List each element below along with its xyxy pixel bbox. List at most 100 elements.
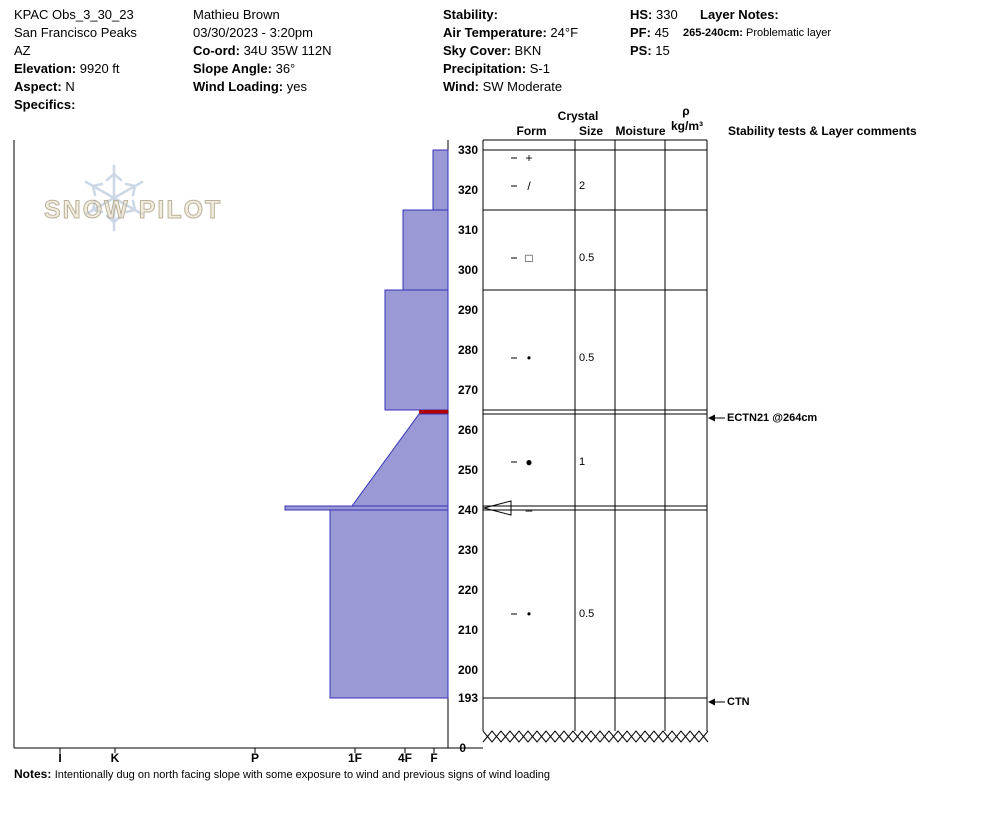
density-rho-header: ρ	[682, 104, 690, 118]
depth-tick-label: 280	[457, 343, 478, 357]
air-temp-label: Air Temperature:	[443, 25, 547, 40]
grain-form-symbol: –	[525, 503, 533, 517]
size-column-header: Size	[578, 124, 603, 138]
slope-angle-row: Slope Angle: 36°	[193, 60, 331, 78]
pit-location: San Francisco Peaks	[14, 25, 137, 40]
grain-form-symbol: /	[527, 179, 531, 193]
slope-angle-value: 36°	[275, 61, 296, 76]
layer-notes-title: Layer Notes:	[700, 7, 779, 22]
notes-label: Notes:	[14, 767, 52, 781]
depth-tick-label: 330	[457, 143, 478, 157]
wind-row: Wind: SW Moderate	[443, 78, 578, 96]
precipitation-label: Precipitation:	[443, 61, 527, 76]
layer-note-item: 265-240cm: Problematic layer	[683, 24, 831, 42]
grain-form-symbol: •	[526, 351, 532, 365]
ps-value: 15	[655, 43, 670, 58]
hardness-layer-bar	[402, 209, 449, 291]
precipitation-value: S-1	[529, 61, 550, 76]
coord-row: Co-ord: 34U 35W 112N	[193, 42, 331, 60]
pf-value: 45	[654, 25, 670, 40]
grain-form-symbol: +	[525, 151, 533, 165]
precipitation-row: Precipitation: S-1	[443, 60, 578, 78]
layer-of-concern-marker	[482, 500, 512, 516]
hardness-layer-bar	[329, 509, 449, 699]
wind-loading-row: Wind Loading: yes	[193, 78, 331, 96]
snowpack-break-zigzag	[482, 730, 709, 743]
hs-value: 330	[656, 7, 678, 22]
crystal-header: Crystal	[557, 109, 599, 123]
observation-datetime: 03/30/2023 - 3:20pm	[193, 25, 313, 40]
wind-loading-value: yes	[286, 79, 307, 94]
stability-column-header: Stability tests & Layer comments	[728, 124, 917, 138]
surface-zero-label: 0	[459, 741, 466, 755]
aspect-label: Aspect:	[14, 79, 62, 94]
ps-label: PS:	[630, 43, 652, 58]
snowflake-icon	[84, 164, 144, 232]
grain-size-value: 0.5	[579, 608, 595, 620]
density-unit-header: kg/m³	[670, 119, 703, 133]
coord-value: 34U 35W 112N	[243, 43, 332, 58]
hardness-tick-label: K	[110, 751, 120, 765]
grain-size-value: 0.5	[579, 352, 595, 364]
elevation-label: Elevation:	[14, 61, 77, 76]
depth-tick-label: 310	[457, 223, 478, 237]
depth-tick-label: 240	[457, 503, 478, 517]
footer-notes: Notes: Intentionally dug on north facing…	[14, 767, 550, 781]
moisture-column-header: Moisture	[615, 124, 666, 138]
test-arrow-head	[708, 698, 715, 706]
pit-title: KPAC Obs_3_30_23	[14, 7, 134, 22]
sky-cover-label: Sky Cover:	[443, 43, 511, 58]
form-column-header: Form	[516, 124, 547, 138]
air-temp-value: 24°F	[550, 25, 579, 40]
depth-tick-label: 250	[457, 463, 478, 477]
depth-tick-label: 320	[457, 183, 478, 197]
pit-region: AZ	[14, 43, 31, 58]
snow-depths-column: HS: 330 PF: 45 PS: 15	[630, 6, 678, 60]
layer-note-range: 265-240cm:	[683, 27, 743, 39]
specifics-row: Specifics:	[14, 96, 137, 114]
grain-size-value: 2	[579, 180, 586, 192]
depth-tick-label: 270	[457, 383, 478, 397]
conditions-column: Stability: Air Temperature: 24°F Sky Cov…	[443, 6, 578, 96]
hardness-layer-bar	[284, 505, 449, 511]
aspect-value: N	[65, 79, 75, 94]
coord-label: Co-ord:	[193, 43, 240, 58]
depth-tick-label: 260	[457, 423, 478, 437]
specifics-label: Specifics:	[14, 97, 76, 112]
depth-tick-label: 200	[457, 663, 478, 677]
elevation-row: Elevation: 9920 ft	[14, 60, 137, 78]
snowpack-break-zigzag	[482, 730, 709, 743]
depth-tick-label: 193	[457, 691, 478, 705]
wind-label: Wind:	[443, 79, 479, 94]
ps-row: PS: 15	[630, 42, 678, 60]
depth-tick-label: 220	[457, 583, 478, 597]
hardness-layer-bar	[384, 289, 449, 411]
air-temp-row: Air Temperature: 24°F	[443, 24, 578, 42]
observer-column: Mathieu Brown 03/30/2023 - 3:20pm Co-ord…	[193, 6, 331, 96]
stability-row: Stability:	[443, 6, 578, 24]
problematic-layer-bar	[419, 410, 448, 414]
observer-name: Mathieu Brown	[193, 7, 280, 22]
aspect-row: Aspect: N	[14, 78, 137, 96]
stability-test-annotation: CTN	[727, 696, 750, 708]
wind-loading-label: Wind Loading:	[193, 79, 284, 94]
hardness-layer-bar	[351, 413, 449, 507]
layer-notes-column: Layer Notes: 265-240cm: Problematic laye…	[683, 6, 831, 42]
pf-label: PF:	[630, 25, 651, 40]
stability-test-annotation: ECTN21 @264cm	[727, 412, 818, 424]
hardness-tick-label: 1F	[347, 751, 362, 765]
wind-value: SW Moderate	[482, 79, 563, 94]
grain-form-symbol: ●	[525, 455, 533, 469]
depth-tick-label: 210	[457, 623, 478, 637]
sky-cover-row: Sky Cover: BKN	[443, 42, 578, 60]
hardness-tick-label: 4F	[397, 751, 412, 765]
hardness-tick-label: F	[430, 751, 438, 765]
hardness-layer-bar	[432, 149, 449, 211]
test-arrow-head	[708, 414, 715, 422]
sky-cover-value: BKN	[514, 43, 542, 58]
stability-label: Stability:	[443, 7, 498, 22]
depth-tick-label: 300	[457, 263, 478, 277]
hardness-tick-label: P	[250, 751, 259, 765]
notes-text: Intentionally dug on north facing slope …	[54, 769, 550, 781]
slope-angle-label: Slope Angle:	[193, 61, 272, 76]
